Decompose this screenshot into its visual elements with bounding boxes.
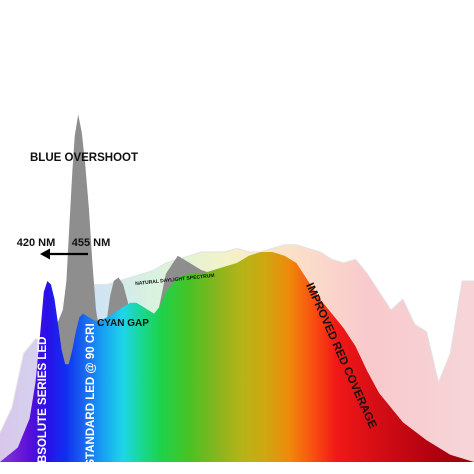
cyan-gap-label: CYAN GAP	[97, 318, 149, 329]
arrow-455-to-420	[40, 248, 88, 260]
blue-overshoot-label: BLUE OVERSHOOT	[30, 152, 138, 164]
absolute-led-area	[0, 252, 474, 462]
nm-455-label: 455 NM	[72, 237, 111, 249]
standard-led-label: STANDARD LED @ 90 CRI	[85, 323, 97, 466]
absolute-series-label: ABSOLUTE SERIES LED	[37, 337, 49, 472]
nm-420-label: 420 NM	[17, 237, 56, 249]
spectrum-areas	[0, 114, 474, 462]
